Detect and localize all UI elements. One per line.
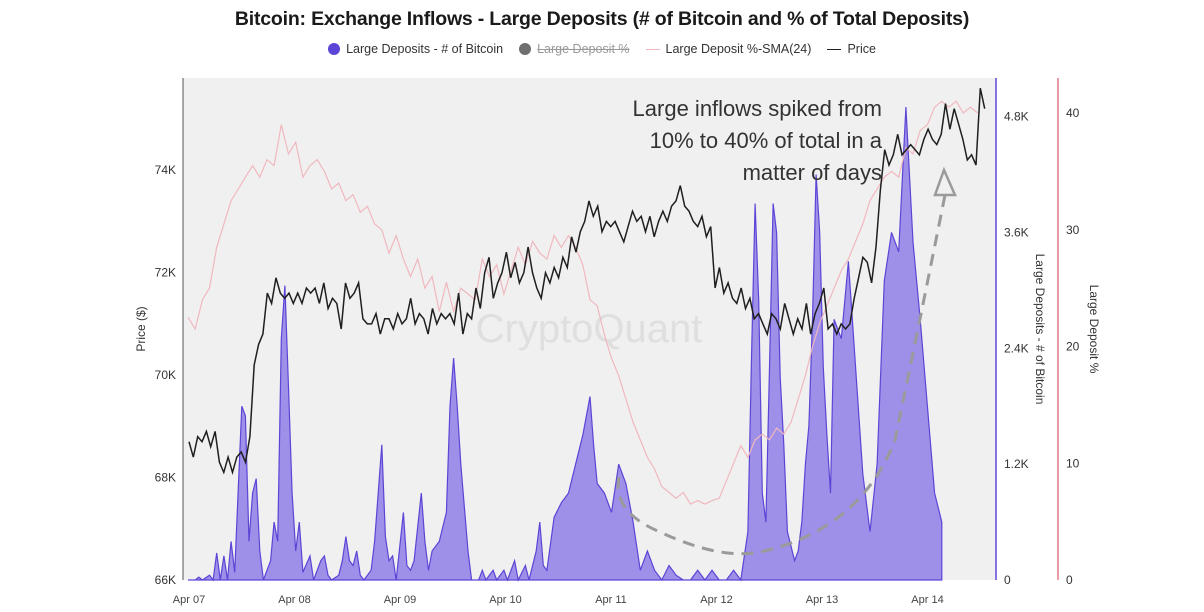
axes: 66K 68K 70K 72K 74K 0 1.2K 2.4K 3.6K 4.8K 0 10 20 30 4… bbox=[134, 106, 1101, 606]
deposits-tick-label: 4.8K bbox=[1004, 110, 1029, 124]
percent-tick-label: 30 bbox=[1066, 223, 1080, 237]
legend-marker-sma bbox=[645, 48, 660, 50]
annotation-line: 10% to 40% of total in a bbox=[650, 128, 883, 153]
legend-item-large-deposit-pct[interactable]: Large Deposit % bbox=[519, 42, 630, 56]
price-tick-label: 72K bbox=[155, 266, 176, 280]
deposits-tick-label: 3.6K bbox=[1004, 225, 1029, 239]
legend-label-sma: Large Deposit %-SMA(24) bbox=[665, 42, 812, 56]
x-tick-label: Apr 07 bbox=[173, 594, 205, 606]
percent-tick-label: 20 bbox=[1066, 340, 1080, 354]
x-tick-label: Apr 10 bbox=[489, 594, 521, 606]
chart-title: Bitcoin: Exchange Inflows - Large Deposi… bbox=[234, 8, 970, 30]
annotation: Large inflows spiked from 10% to 40% of t… bbox=[633, 96, 883, 185]
x-tick-label: Apr 14 bbox=[911, 594, 943, 606]
deposits-tick-label: 0 bbox=[1004, 573, 1011, 587]
percent-tick-label: 40 bbox=[1066, 106, 1080, 120]
legend-marker-large-deposits bbox=[328, 43, 341, 55]
x-tick-label: Apr 09 bbox=[384, 594, 416, 606]
legend-marker-price bbox=[827, 48, 842, 50]
watermark: CryptoQuant bbox=[476, 307, 703, 351]
price-axis-title: Price ($) bbox=[134, 306, 148, 351]
legend-item-sma[interactable]: Large Deposit %-SMA(24) bbox=[645, 42, 812, 56]
percent-tick-label: 10 bbox=[1066, 456, 1080, 470]
annotation-line: matter of days bbox=[743, 160, 882, 185]
x-tick-label: Apr 13 bbox=[806, 594, 838, 606]
series-large-deposits bbox=[188, 106, 943, 582]
large-deposits-area bbox=[188, 106, 943, 582]
sma-line bbox=[187, 100, 978, 505]
x-tick-label: Apr 08 bbox=[278, 594, 310, 606]
price-line bbox=[188, 88, 986, 476]
chart-legend: Large Deposits - # of Bitcoin Large Depo… bbox=[0, 42, 1204, 56]
x-tick-label: Apr 12 bbox=[700, 594, 732, 606]
price-tick-label: 66K bbox=[155, 573, 176, 587]
legend-item-large-deposits[interactable]: Large Deposits - # of Bitcoin bbox=[328, 42, 503, 56]
legend-marker-large-deposit-pct bbox=[519, 43, 532, 55]
deposits-tick-label: 2.4K bbox=[1004, 341, 1029, 355]
deposits-axis-title: Large Deposits - # of Bitcoin bbox=[1033, 254, 1047, 405]
price-tick-label: 74K bbox=[155, 163, 176, 177]
price-tick-label: 70K bbox=[155, 368, 176, 382]
percent-tick-label: 0 bbox=[1066, 573, 1073, 587]
annotation-arrow bbox=[616, 166, 957, 556]
legend-label-price: Price bbox=[847, 42, 876, 56]
series-price bbox=[188, 88, 986, 476]
deposits-tick-label: 1.2K bbox=[1004, 457, 1029, 471]
legend-label-large-deposit-pct: Large Deposit % bbox=[537, 42, 630, 56]
legend-label-large-deposits: Large Deposits - # of Bitcoin bbox=[346, 42, 504, 56]
annotation-arrow-head bbox=[933, 166, 957, 197]
x-tick-label: Apr 11 bbox=[595, 594, 627, 606]
annotation-line: Large inflows spiked from bbox=[633, 96, 882, 121]
annotation-arrow-path bbox=[616, 194, 947, 556]
legend-item-price[interactable]: Price bbox=[827, 42, 876, 56]
price-tick-label: 68K bbox=[155, 471, 176, 485]
percent-axis-title: Large Deposit % bbox=[1087, 285, 1101, 374]
series-sma bbox=[187, 100, 978, 505]
